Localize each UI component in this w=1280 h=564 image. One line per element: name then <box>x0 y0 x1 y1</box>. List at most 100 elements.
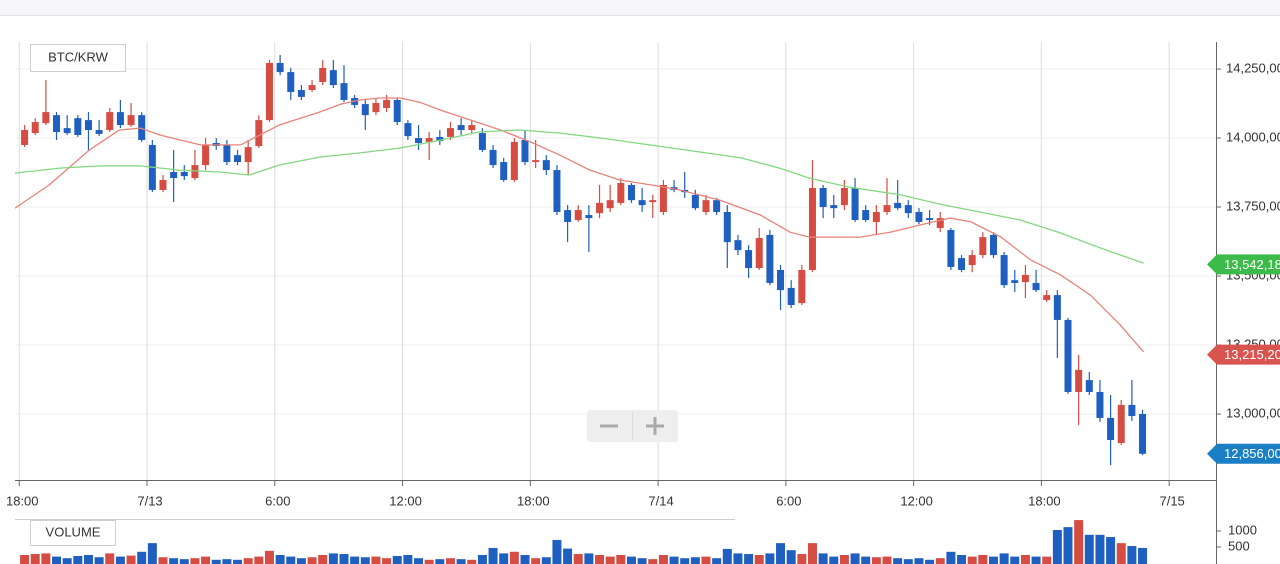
candle-body <box>138 115 146 140</box>
candle-body <box>255 120 263 147</box>
y-axis-labels: 13,000,00013,250,00013,500,00013,750,000… <box>1216 60 1280 553</box>
volume-bar <box>712 558 722 564</box>
volume-bar <box>1084 534 1094 564</box>
volume-bar <box>382 558 392 564</box>
x-tick-label: 7/13 <box>137 493 162 508</box>
volume-bar <box>414 558 424 564</box>
candle-body <box>777 269 785 291</box>
volume-bar <box>903 559 913 564</box>
volume-bar <box>1106 537 1116 564</box>
candle-body <box>606 200 614 209</box>
candle-body <box>500 162 508 180</box>
volume-bar <box>137 551 147 564</box>
candle-body <box>894 202 902 209</box>
volume-bar <box>126 555 136 564</box>
volume-bar <box>254 556 264 564</box>
volume-bar <box>477 554 487 564</box>
candle-body <box>553 170 561 213</box>
volume-bar <box>850 553 860 564</box>
candle-body <box>202 144 210 166</box>
volume-bar <box>424 559 434 564</box>
volume-bar <box>978 554 988 564</box>
candle-body <box>532 160 540 163</box>
volume-bar <box>871 557 881 564</box>
volume-bar <box>1138 547 1148 564</box>
volume-bar <box>1020 554 1030 564</box>
candle-body <box>1139 414 1147 454</box>
candle-body <box>42 112 50 124</box>
zoom-controls <box>587 410 678 442</box>
candle-body <box>638 200 646 206</box>
candle-body <box>585 215 593 219</box>
volume-bar <box>115 556 125 564</box>
candle-body <box>63 128 71 134</box>
candle-body <box>319 67 327 83</box>
candle-body <box>915 212 923 222</box>
y-tick-label: 14,250,000 <box>1226 60 1280 75</box>
candle-body <box>21 130 29 145</box>
candle-body <box>649 200 657 203</box>
volume-bar <box>520 554 530 564</box>
candle-body <box>510 141 518 180</box>
volume-title: VOLUME <box>46 524 101 539</box>
volume-bar <box>1074 520 1084 564</box>
volume-bar <box>488 547 498 564</box>
volume-bar <box>456 559 466 564</box>
volume-bar <box>307 557 317 564</box>
volume-title-frame <box>30 520 116 546</box>
volume-bar <box>882 556 892 564</box>
candle-body <box>234 155 242 163</box>
zoom-out-button[interactable] <box>587 410 632 442</box>
volume-bar <box>765 553 775 564</box>
volume-bar <box>339 554 349 564</box>
volume-bar <box>41 553 51 564</box>
volume-bar <box>1116 543 1126 564</box>
candle-body <box>702 200 710 213</box>
candle-body <box>574 210 582 221</box>
price-marker-label: 13,215,200 <box>1224 347 1280 362</box>
candle-body <box>287 72 295 92</box>
candle-body <box>798 269 806 304</box>
price-marker-label: 12,856,000 <box>1224 446 1280 461</box>
volume-bar <box>552 539 562 564</box>
volume-bar <box>275 554 285 564</box>
volume-bar <box>1063 527 1073 564</box>
y-tick-label: 13,750,000 <box>1226 198 1280 213</box>
volume-bar <box>1042 556 1052 564</box>
grid <box>15 42 1216 480</box>
volume-bar <box>147 543 157 564</box>
candle-body <box>1064 319 1072 392</box>
volume-bar <box>360 557 370 564</box>
zoom-in-button[interactable] <box>633 410 678 442</box>
volume-bar <box>201 556 211 564</box>
volume-bar <box>83 554 93 564</box>
volume-bar <box>807 543 817 564</box>
volume-bar <box>925 559 935 564</box>
candle-body <box>457 125 465 131</box>
candle-body <box>53 115 61 132</box>
price-marker <box>1207 344 1280 365</box>
volume-bar <box>318 554 328 564</box>
candle-body <box>74 118 82 136</box>
candle-body <box>819 188 827 208</box>
volume-bar <box>243 558 253 564</box>
candle-body <box>787 287 795 306</box>
volume-bar <box>73 555 83 564</box>
volume-bar <box>233 559 243 564</box>
volume-bar <box>467 559 477 564</box>
candle-body <box>872 212 880 222</box>
volume-bar <box>296 558 306 564</box>
candle-body <box>1085 380 1093 392</box>
candle-body <box>617 183 625 203</box>
volume-bar <box>680 558 690 564</box>
candle-body <box>116 112 124 126</box>
volume-bar <box>722 548 732 564</box>
candle-body <box>329 70 337 86</box>
candle-body <box>862 210 870 221</box>
x-tick-label: 7/15 <box>1159 493 1184 508</box>
candle-body <box>926 218 934 221</box>
candle-body <box>106 112 114 131</box>
price-marker <box>1207 443 1280 464</box>
candle-body <box>659 184 667 213</box>
